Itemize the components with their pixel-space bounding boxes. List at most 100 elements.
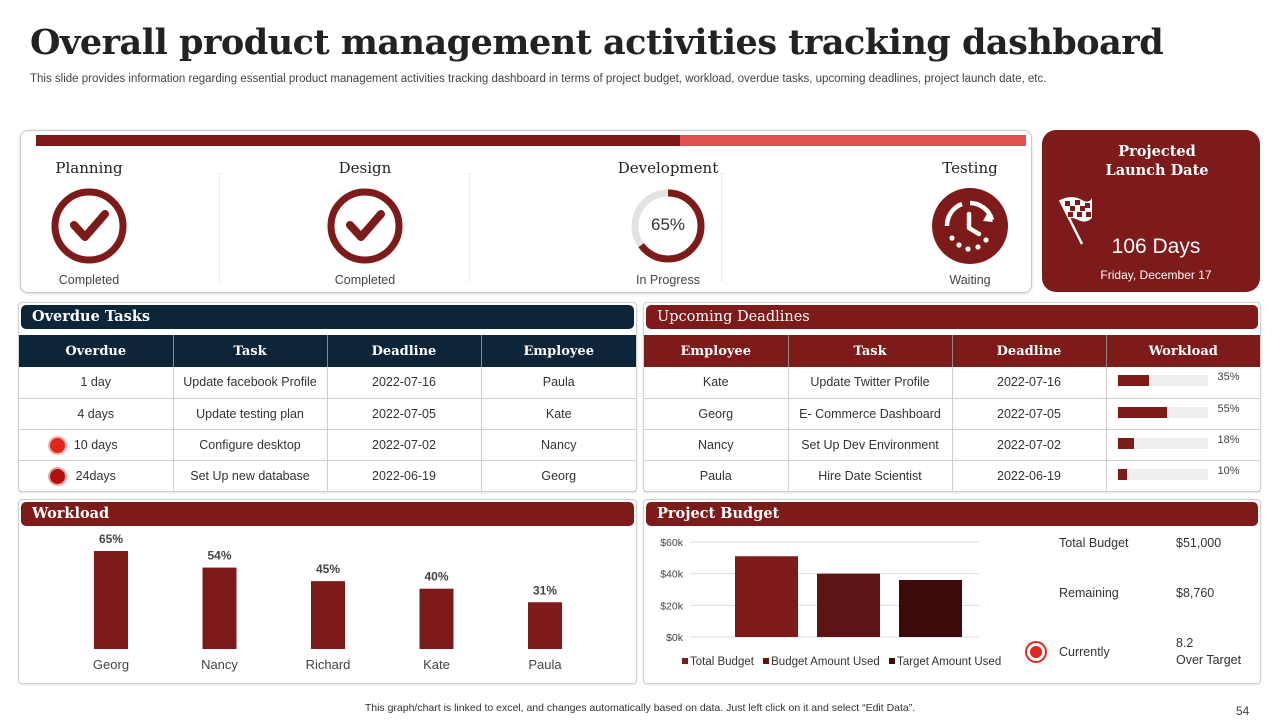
employee-cell: Georg <box>644 398 789 430</box>
phase-testing: Testing Waiting <box>900 159 1040 287</box>
table-row: Kate Update Twitter Profile 2022-07-16 3… <box>644 367 1260 399</box>
bar-value-label: 65% <box>99 532 123 546</box>
budget-stat-value: $51,000 <box>1176 536 1222 550</box>
phase-status: Completed <box>58 273 120 287</box>
category-label: Georg <box>93 657 129 672</box>
phases-panel: Planning Completed Design Completed Deve… <box>20 130 1032 293</box>
legend-item: Total Budget <box>682 656 754 668</box>
workload-bar <box>528 602 562 649</box>
budget-bar <box>735 556 798 637</box>
progress-ring-icon: 65% <box>629 187 707 265</box>
task-cell: E- Commerce Dashboard <box>788 398 953 430</box>
table-row: Georg E- Commerce Dashboard 2022-07-05 5… <box>644 398 1260 430</box>
employee-cell: Kate <box>644 367 789 399</box>
divider <box>721 173 722 281</box>
task-cell: Update Twitter Profile <box>788 367 953 399</box>
footer-note: This graph/chart is linked to excel, and… <box>364 702 916 714</box>
check-circle-icon <box>50 187 128 265</box>
deadlines-table: Employee Task Deadline Workload Kate Upd… <box>644 335 1260 492</box>
phase-status: Completed <box>334 273 396 287</box>
workload-cell: 55% <box>1106 398 1260 430</box>
progress-percent: 65% <box>650 215 686 234</box>
workload-bar-fill <box>1117 406 1167 418</box>
deadline-cell: 2022-07-16 <box>327 367 482 399</box>
budget-stat-value: 8.2 <box>1176 636 1194 650</box>
overdue-cell: 4 days <box>19 398 174 430</box>
page-title: Overall product management activities tr… <box>30 22 1164 63</box>
deadline-cell: 2022-07-02 <box>327 429 482 461</box>
workload-percent: 10% <box>1217 464 1240 477</box>
task-cell: Set Up new database <box>173 460 328 492</box>
budget-bar <box>817 573 880 637</box>
workload-bar-track <box>1117 375 1208 386</box>
budget-bar <box>899 580 962 637</box>
column-header: Deadline <box>952 335 1107 367</box>
workload-bar <box>202 567 237 649</box>
employee-cell: Paula <box>644 460 789 492</box>
workload-percent: 35% <box>1217 371 1240 383</box>
table-row: 1 day Update facebook Profile 2022-07-16… <box>19 367 636 399</box>
budget-stat-value: $8,760 <box>1176 586 1215 600</box>
launch-title: Projected Launch Date <box>1105 143 1209 179</box>
category-label: Paula <box>528 657 562 672</box>
workload-bar-fill <box>1117 437 1134 449</box>
bar-value-label: 40% <box>424 570 448 584</box>
section-title: Project Budget <box>646 502 1258 526</box>
divider <box>219 173 220 281</box>
check-circle-icon <box>326 187 404 265</box>
y-tick-label: $60k <box>660 537 684 549</box>
workload-cell: 35% <box>1106 367 1260 399</box>
launch-date: Friday, December 17 <box>1100 268 1212 282</box>
overdue-cell: 10 days <box>19 429 174 461</box>
y-tick-label: $20k <box>660 600 684 612</box>
table-row: 24days Set Up new database 2022-06-19 Ge… <box>19 460 636 492</box>
task-cell: Hire Date Scientist <box>788 460 953 492</box>
table-row: 4 days Update testing plan 2022-07-05 Ka… <box>19 398 636 430</box>
employee-cell: Georg <box>481 460 636 492</box>
workload-bar-fill <box>1117 468 1127 480</box>
workload-cell: 18% <box>1106 429 1260 461</box>
section-title: Workload <box>21 502 634 526</box>
overdue-table: Overdue Task Deadline Employee 1 day Upd… <box>19 335 636 492</box>
section-title: Upcoming Deadlines <box>646 305 1258 329</box>
task-cell: Update testing plan <box>173 398 328 430</box>
workload-bar-fill <box>1117 375 1149 386</box>
employee-cell: Nancy <box>481 429 636 461</box>
legend-item: Budget Amount Used <box>763 656 880 668</box>
budget-legend: Total Budget Budget Amount Used Target A… <box>682 656 1007 668</box>
column-header: Deadline <box>327 335 482 367</box>
budget-stat-label: Currently <box>1059 645 1110 659</box>
employee-cell: Nancy <box>644 429 789 461</box>
workload-bar <box>419 588 454 649</box>
employee-cell: Paula <box>481 367 636 399</box>
task-cell: Configure desktop <box>173 429 328 461</box>
column-header: Task <box>788 335 953 367</box>
phase-name: Testing <box>942 159 998 177</box>
project-budget-section: Project Budget $0k $20k $40k $60k Total Bud… <box>643 499 1261 684</box>
workload-bar-track <box>1117 468 1208 480</box>
clock-refresh-icon <box>931 187 1009 265</box>
phase-name: Development <box>617 159 719 177</box>
y-tick-label: $40k <box>660 569 684 581</box>
table-row: Paula Hire Date Scientist 2022-06-19 10% <box>644 460 1260 492</box>
workload-bar <box>94 551 128 649</box>
column-header: Workload <box>1106 335 1260 367</box>
phase-name: Planning <box>55 159 123 177</box>
phase-status: Waiting <box>949 273 991 287</box>
deadline-cell: 2022-07-16 <box>952 367 1107 399</box>
column-header: Employee <box>644 335 789 367</box>
overdue-cell: 24days <box>19 460 174 492</box>
phase-name: Design <box>338 159 392 177</box>
launch-days: 106 Days <box>1111 235 1201 258</box>
alert-dot-icon <box>50 468 65 484</box>
deadline-cell: 2022-06-19 <box>952 460 1107 492</box>
column-header: Employee <box>481 335 636 367</box>
budget-stat-label: Remaining <box>1059 586 1119 600</box>
workload-bar <box>311 581 345 649</box>
overdue-tasks-section: Overdue Tasks Overdue Task Deadline Empl… <box>18 302 637 492</box>
task-cell: Set Up Dev Environment <box>788 429 953 461</box>
launch-date-card: Projected Launch Date 106 Days Friday, D… <box>1042 130 1260 292</box>
checkered-flag-icon <box>1056 192 1096 253</box>
category-label: Kate <box>423 657 450 672</box>
deadline-cell: 2022-07-05 <box>327 398 482 430</box>
